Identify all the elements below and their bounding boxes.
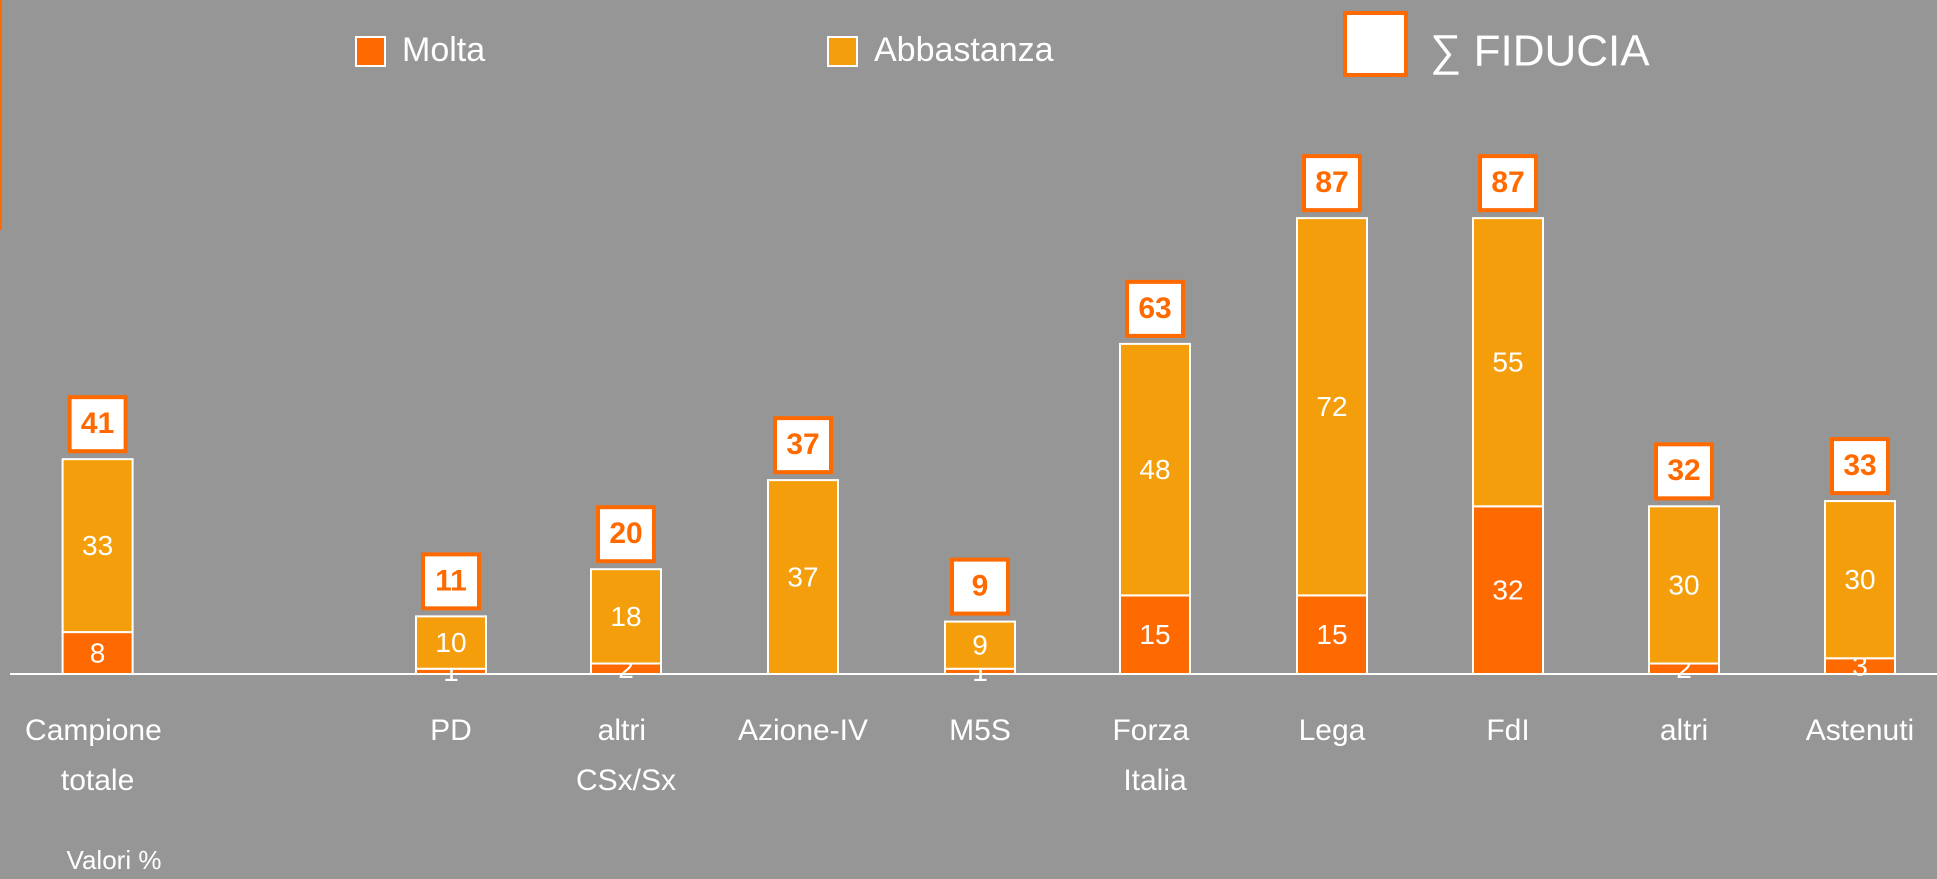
bar-segment — [1824, 500, 1896, 660]
total-label: 9 — [972, 570, 989, 603]
x-tick-label: M5S — [949, 714, 1011, 747]
total-box — [773, 416, 833, 475]
total-box — [1830, 437, 1890, 496]
total-box — [1125, 279, 1185, 338]
total-label: 20 — [609, 517, 642, 550]
value-label: 15 — [1139, 619, 1170, 650]
bar-segment — [415, 615, 487, 670]
total-label: 63 — [1138, 292, 1171, 325]
value-label: 32 — [1492, 575, 1523, 606]
bar-segment — [1472, 217, 1544, 508]
total-box — [950, 557, 1010, 616]
value-label: 37 — [787, 561, 818, 592]
x-tick-label: Astenuti — [1806, 714, 1914, 747]
bar-segment — [1472, 505, 1544, 675]
bar-segment — [61, 458, 134, 634]
bar-segment — [944, 620, 1016, 670]
legend-swatch — [355, 36, 386, 67]
value-label: 8 — [90, 637, 106, 668]
value-label: 33 — [82, 530, 113, 561]
x-tick-label: Lega — [1299, 714, 1366, 747]
x-tick-label: Azione-IV — [738, 714, 868, 747]
value-label: 9 — [972, 630, 988, 661]
total-label: 11 — [435, 564, 467, 597]
x-tick-label: altri CSx/Sx — [576, 714, 676, 797]
x-tick-label: PD — [430, 714, 472, 747]
bar-segment — [1119, 342, 1191, 597]
bar-segment — [767, 479, 839, 675]
total-box — [1478, 154, 1538, 213]
total-box — [596, 505, 656, 564]
bar-segment — [1296, 217, 1368, 597]
value-label: 18 — [610, 601, 641, 632]
value-label: 72 — [1316, 391, 1347, 422]
total-label: 33 — [1843, 449, 1876, 482]
note: Valori % — [67, 845, 162, 875]
total-box — [1302, 154, 1362, 213]
legend-label: ∑ FIDUCIA — [1430, 27, 1650, 76]
value-label: 15 — [1316, 619, 1347, 650]
legend-swatch — [1343, 11, 1408, 77]
value-label: 10 — [435, 627, 466, 658]
x-tick-label: Campione totale — [25, 714, 170, 797]
x-tick-label: FdI — [1486, 714, 1529, 747]
legend-swatch — [827, 36, 858, 67]
value-label: 30 — [1668, 569, 1699, 600]
total-label: 41 — [81, 407, 114, 440]
legend-label: Molta — [402, 31, 485, 69]
total-label: 37 — [786, 428, 819, 461]
bar-segment — [590, 568, 662, 665]
total-label: 32 — [1667, 454, 1700, 487]
total-box — [67, 395, 128, 454]
total-box — [421, 552, 481, 611]
value-label: 30 — [1844, 564, 1875, 595]
value-label: 55 — [1492, 347, 1523, 378]
total-box — [1654, 442, 1714, 501]
x-tick-label: Forza Italia — [1112, 714, 1197, 797]
total-label: 87 — [1491, 166, 1524, 199]
bar-segment — [1648, 505, 1720, 665]
x-tick-label: altri — [1660, 714, 1708, 747]
value-label: 48 — [1139, 454, 1170, 485]
total-label: 87 — [1315, 166, 1348, 199]
legend-label: Abbastanza — [874, 31, 1054, 69]
